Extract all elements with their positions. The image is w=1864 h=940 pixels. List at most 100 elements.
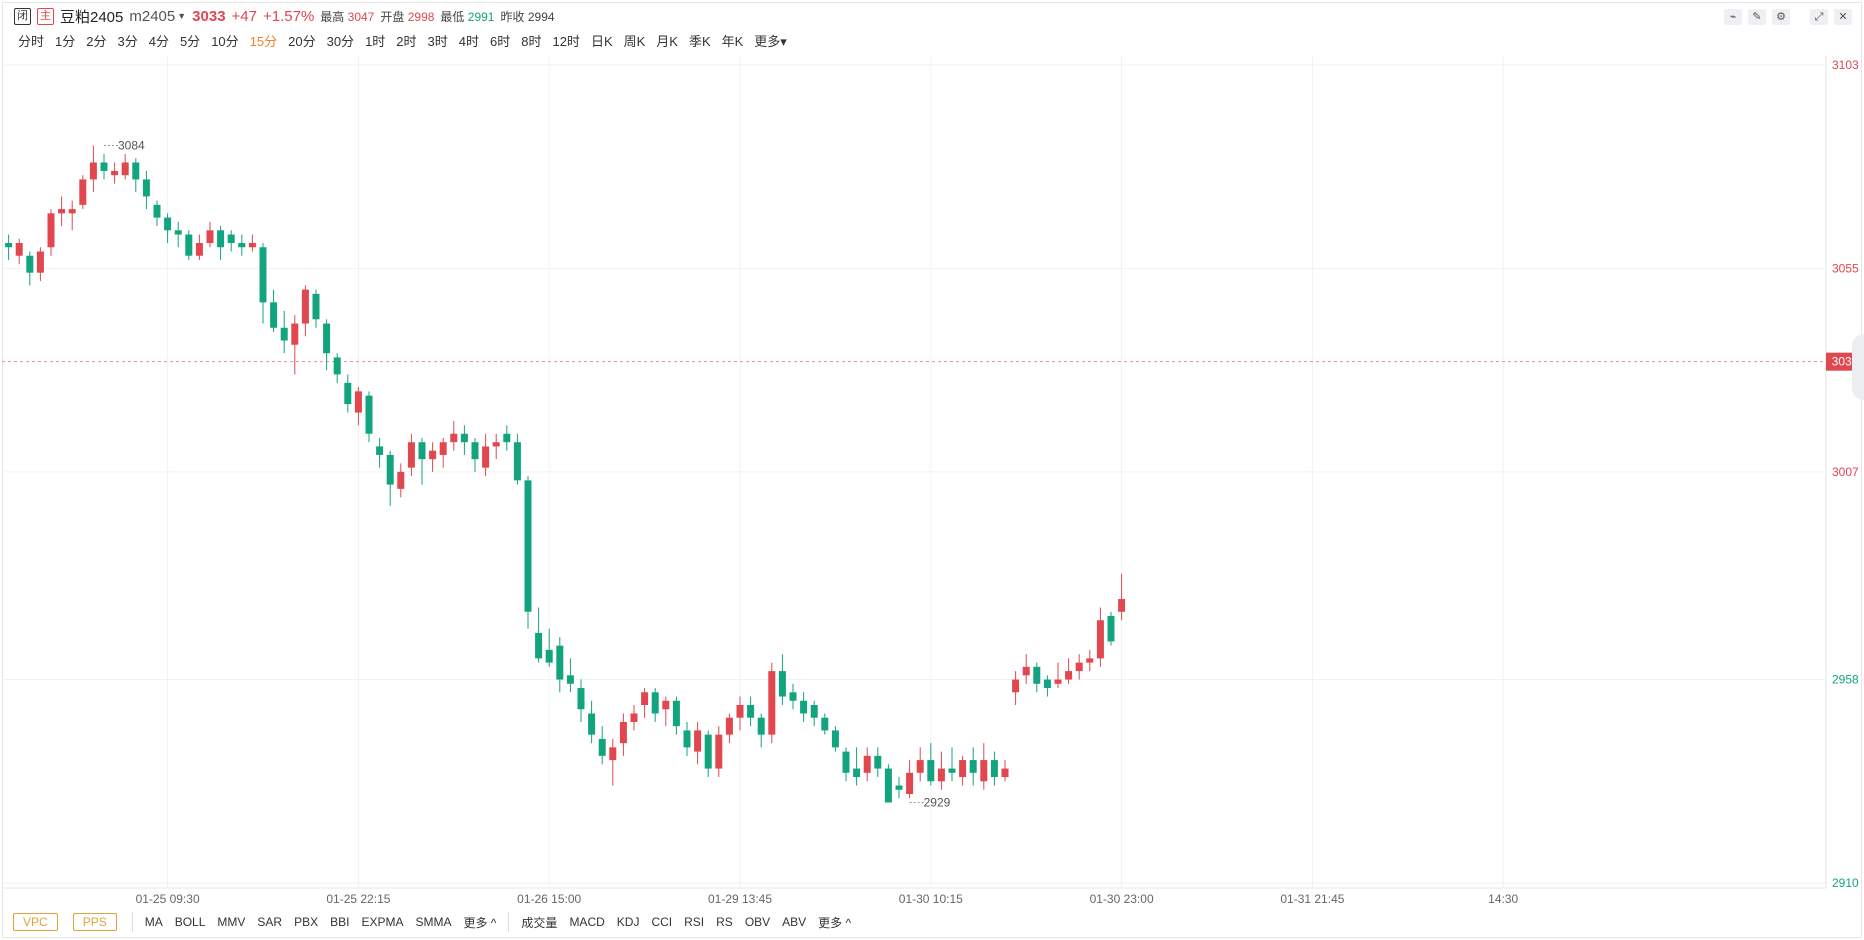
chevron-down-icon[interactable]: ▼ bbox=[177, 11, 187, 21]
main-indicator-item[interactable]: SMMA bbox=[415, 915, 452, 929]
settings-icon[interactable]: ⚙ bbox=[1772, 9, 1790, 25]
candle-body bbox=[895, 785, 903, 790]
instrument-header: 闭 主 豆粕2405 m2405 ▼ 3033 +47 +1.57% 最高 30… bbox=[14, 6, 555, 26]
sub-indicator-item[interactable]: ABV bbox=[782, 915, 807, 929]
candle-body bbox=[217, 230, 225, 248]
main-indicator-item[interactable]: MMV bbox=[217, 915, 246, 929]
sub-indicator-item[interactable]: 更多 ^ bbox=[818, 915, 852, 930]
period-tab[interactable]: 2时 bbox=[396, 34, 417, 49]
candle-body bbox=[1033, 666, 1041, 684]
period-tab[interactable]: 年K bbox=[721, 34, 744, 49]
price-change: +47 bbox=[231, 7, 257, 25]
main-indicator-item[interactable]: EXPMA bbox=[361, 915, 404, 929]
candle-body bbox=[79, 179, 87, 205]
candle-body bbox=[810, 704, 818, 718]
candle-body bbox=[609, 747, 617, 761]
period-tab[interactable]: 3时 bbox=[427, 34, 448, 49]
line-tool-icon[interactable]: ⌁ bbox=[1724, 9, 1742, 25]
period-tab[interactable]: 更多▾ bbox=[754, 34, 787, 49]
instrument-name: 豆粕2405 bbox=[60, 8, 124, 26]
period-tabs: 分时 1分 2分 3分 4分 5分 10分 15分 20分 30分 1时 2时 3时 4时 6时 8时 12时日… bbox=[18, 31, 798, 50]
sub-indicator-item[interactable]: KDJ bbox=[616, 915, 640, 929]
period-tab[interactable]: 月K bbox=[656, 34, 678, 49]
period-tab[interactable]: 20分 bbox=[288, 34, 316, 49]
x-tick-label: 01-25 09:30 bbox=[136, 892, 200, 905]
period-tab[interactable]: 15分 bbox=[249, 34, 278, 49]
period-tab[interactable]: 5分 bbox=[179, 34, 201, 49]
sub-indicator-item[interactable]: RSI bbox=[684, 915, 705, 929]
period-tab[interactable]: 2分 bbox=[86, 34, 107, 49]
period-tab[interactable]: 1分 bbox=[55, 34, 76, 49]
x-tick-label: 01-30 23:00 bbox=[1090, 892, 1154, 905]
indicator-box-pps[interactable]: PPS bbox=[72, 913, 117, 931]
y-tick-label: 2910 bbox=[1832, 876, 1859, 890]
period-tab[interactable]: 分时 bbox=[18, 34, 45, 49]
pen-icon[interactable]: ✎ bbox=[1748, 9, 1766, 25]
period-tab[interactable]: 1时 bbox=[365, 34, 386, 49]
candle-body bbox=[47, 213, 55, 248]
period-tab[interactable]: 12时 bbox=[552, 34, 580, 49]
candle-body bbox=[725, 717, 733, 735]
period-tab[interactable]: 3分 bbox=[117, 34, 138, 49]
period-tab[interactable]: 10分 bbox=[211, 34, 239, 49]
period-tab[interactable]: 8时 bbox=[521, 34, 542, 49]
sub-indicator-item[interactable]: RS bbox=[716, 915, 733, 929]
stat-high: 最高 3047 bbox=[320, 9, 375, 24]
price-change-pct: +1.57% bbox=[263, 7, 315, 25]
candle-body bbox=[492, 442, 500, 447]
candle-body bbox=[768, 671, 776, 735]
candle-body bbox=[715, 734, 723, 769]
sub-indicator-item[interactable]: CCI bbox=[651, 915, 673, 929]
last-price: 3033 bbox=[192, 7, 226, 25]
period-tab[interactable]: 4时 bbox=[458, 34, 479, 49]
sub-indicator-item[interactable]: 成交量 bbox=[521, 915, 558, 930]
candle-body bbox=[153, 204, 161, 218]
tag-main[interactable]: 主 bbox=[37, 7, 54, 25]
candle-body bbox=[757, 717, 765, 735]
close-icon[interactable]: ✕ bbox=[1834, 9, 1852, 25]
candle-body bbox=[736, 704, 744, 718]
instrument-code[interactable]: m2405 bbox=[129, 7, 176, 25]
candle-body bbox=[1096, 620, 1104, 659]
period-tab[interactable]: 4分 bbox=[148, 34, 169, 49]
period-tab[interactable]: 30分 bbox=[326, 34, 355, 49]
period-tab[interactable]: 6时 bbox=[490, 34, 511, 49]
candle-body bbox=[301, 289, 309, 324]
expand-icon[interactable]: ⤢ bbox=[1810, 9, 1828, 25]
main-indicator-item[interactable]: SAR bbox=[257, 915, 283, 929]
panel-collapse-handle[interactable] bbox=[1852, 334, 1864, 400]
indicator-box-vpc[interactable]: VPC bbox=[13, 913, 58, 931]
y-tick-label: 3055 bbox=[1832, 261, 1859, 275]
main-indicator-item[interactable]: 更多 ^ bbox=[463, 915, 497, 930]
candle-body bbox=[259, 247, 267, 303]
candle-body bbox=[1043, 679, 1051, 689]
candle-body bbox=[747, 704, 755, 718]
period-tab[interactable]: 季K bbox=[688, 34, 711, 49]
stat-prev-close: 昨收 2994 bbox=[500, 9, 555, 24]
candle-body bbox=[312, 293, 320, 320]
candle-body bbox=[874, 755, 882, 769]
main-indicator-item[interactable]: MA bbox=[144, 915, 163, 929]
candle-body bbox=[566, 675, 574, 684]
candle-body bbox=[990, 760, 998, 778]
candle-body bbox=[598, 738, 606, 756]
candle-body bbox=[1012, 679, 1020, 693]
main-indicator-item[interactable]: PBX bbox=[294, 915, 319, 929]
candlestick-chart[interactable]: 3103 3055 3007 2958 2910 01-25 09:30 01-25 22:… bbox=[0, 0, 1864, 905]
x-tick-label: 01-26 15:00 bbox=[517, 892, 581, 905]
sub-indicator-item[interactable]: MACD bbox=[569, 915, 605, 929]
period-tab[interactable]: 日K bbox=[590, 34, 613, 49]
candle-body bbox=[238, 243, 246, 248]
main-indicator-item[interactable]: BOLL bbox=[174, 915, 206, 929]
sub-indicator-item[interactable]: OBV bbox=[744, 915, 771, 929]
main-indicator-item[interactable]: BBI bbox=[330, 915, 350, 929]
candle-body bbox=[164, 217, 172, 231]
period-tab[interactable]: 周K bbox=[623, 34, 646, 49]
tag-close[interactable]: 闭 bbox=[14, 7, 31, 25]
candle-body bbox=[36, 251, 44, 273]
candle-body bbox=[407, 442, 415, 468]
candle-body bbox=[142, 179, 150, 197]
candle-body bbox=[969, 760, 977, 773]
candle-body bbox=[26, 255, 34, 273]
